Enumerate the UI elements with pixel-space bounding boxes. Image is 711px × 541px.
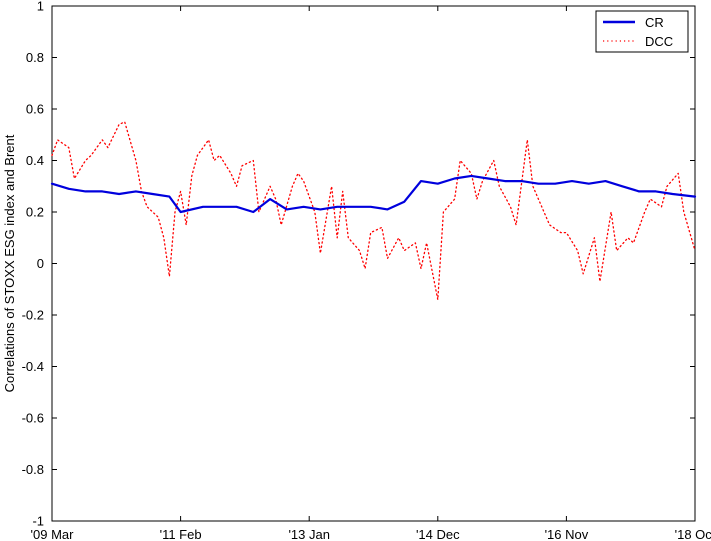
y-axis: -1 -0.8 -0.6 -0.4 -0.2 0 0.2 0.4 0.6 0.8 1 (22, 0, 695, 529)
y-tick-label: 1 (37, 0, 44, 14)
x-tick-label: '14 Dec (416, 527, 460, 541)
legend-label-cr: CR (645, 15, 664, 30)
legend: CR DCC (595, 10, 689, 53)
y-tick-label: 0.8 (26, 50, 44, 65)
plot-area (51, 5, 696, 522)
y-tick-label: 0.4 (26, 153, 44, 168)
y-tick-label: 0.2 (26, 205, 44, 220)
series-line-cr (50, 174, 697, 214)
series-layer (50, 121, 697, 301)
y-tick-label: 0.6 (26, 102, 44, 117)
x-axis: '09 Mar '11 Feb '13 Jan '14 Dec '16 Nov '18 O… (31, 6, 711, 541)
y-tick-label: -0.4 (22, 359, 44, 374)
y-tick-label: -0.6 (22, 411, 44, 426)
y-tick-label: -0.8 (22, 462, 44, 477)
x-tick-label: '11 Feb (160, 527, 202, 541)
legend-box (595, 10, 689, 53)
legend-label-dcc: DCC (645, 34, 673, 49)
series-line-dcc (51, 121, 696, 301)
y-axis-label: Correlations of STOXX ESG index and Bren… (2, 134, 17, 392)
y-tick-label: 0 (37, 256, 44, 271)
x-tick-label: '18 Oct (675, 527, 711, 541)
x-tick-label: '09 Mar (31, 527, 75, 541)
x-tick-label: '13 Jan (288, 527, 330, 541)
y-tick-label: -1 (32, 514, 44, 529)
y-tick-label: -0.2 (22, 308, 44, 323)
x-tick-label: '16 Nov (545, 527, 589, 541)
